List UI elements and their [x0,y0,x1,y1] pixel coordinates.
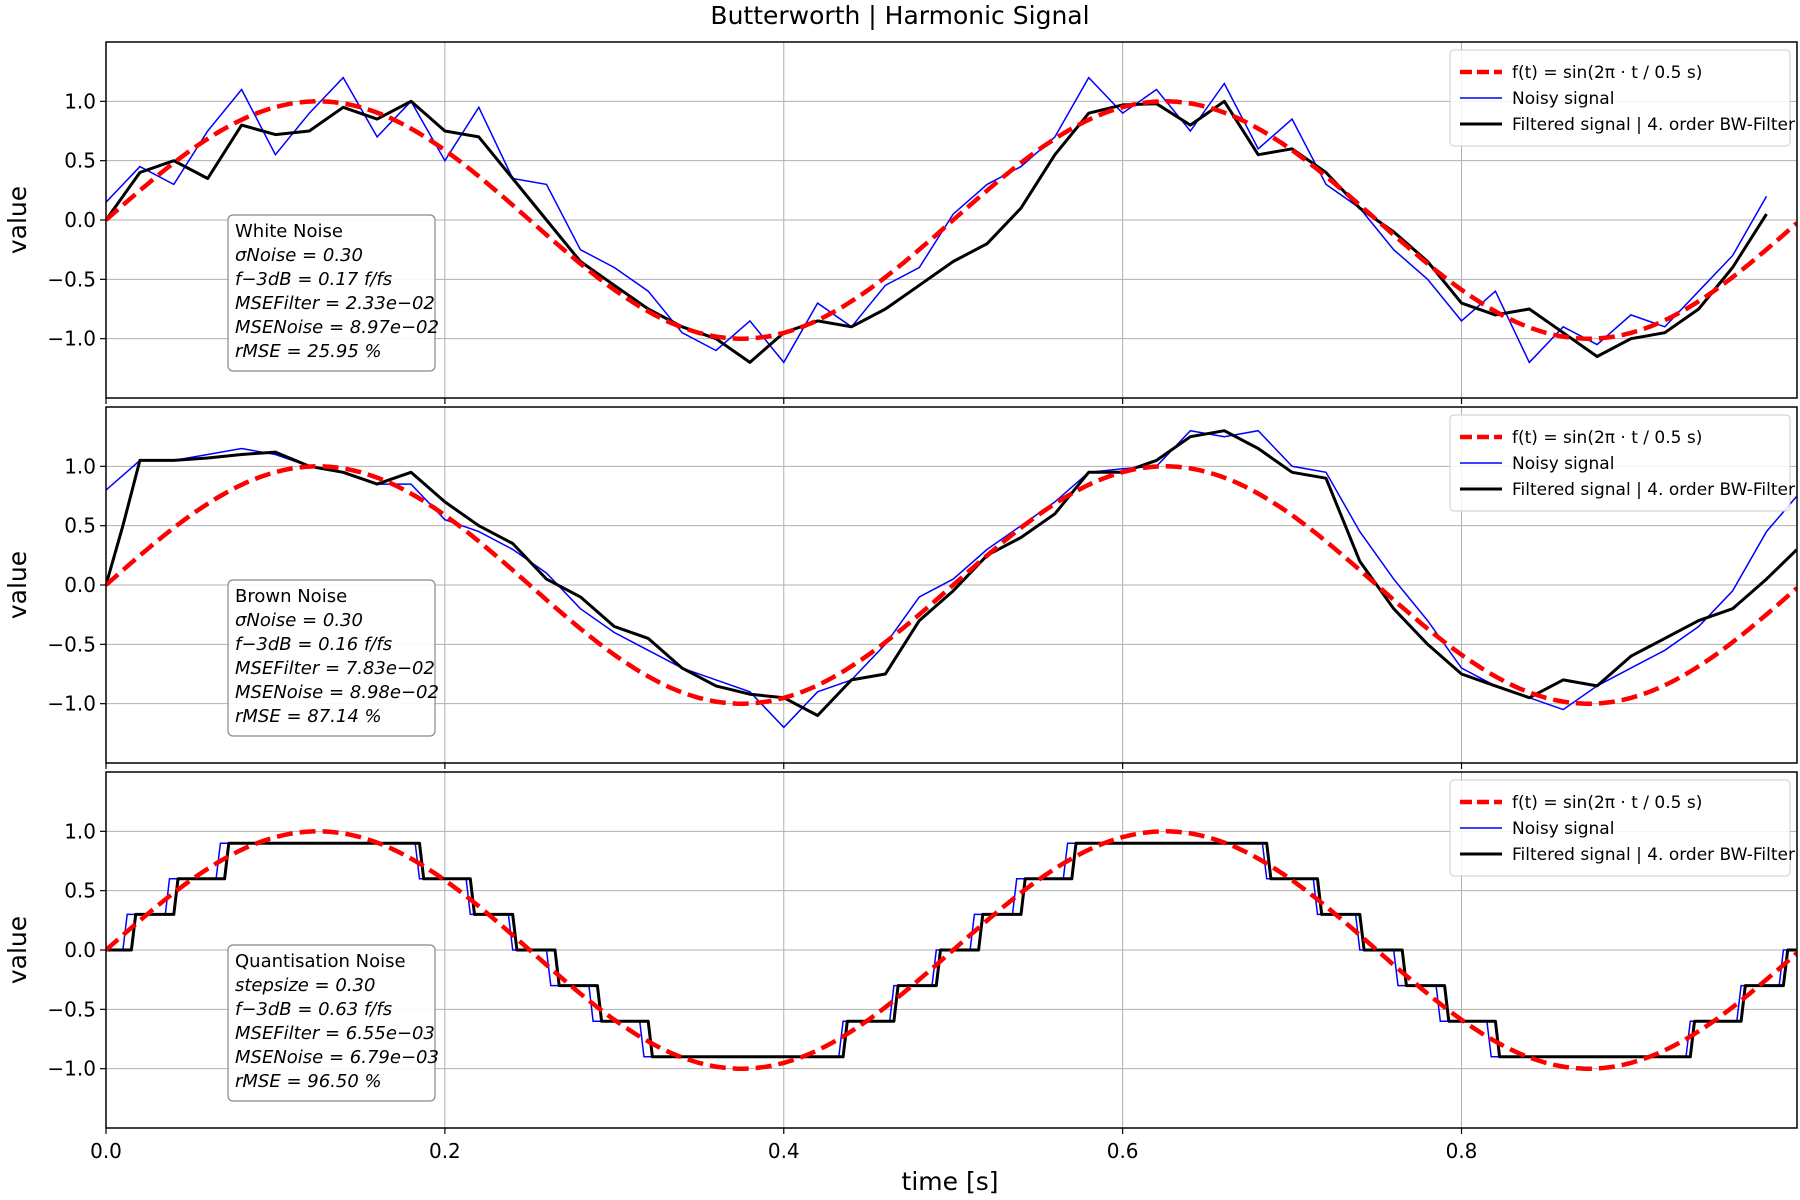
filtered-signal-line [106,429,1797,717]
stats-box: Quantisation Noise stepsize = 0.30 f−3dB =… [227,944,439,1102]
legend-box [1449,779,1791,877]
reference-function-line [106,99,1797,341]
stats-ratio-label: rMSE = 25.95 % [235,341,382,362]
stats-name: Brown Noise [235,586,347,607]
series-group [106,76,1797,364]
stats-mse-noise-label: MSENoise = 6.79e−03 [235,1047,439,1068]
y-tick-label: 0.5 [64,149,96,173]
y-tick-label: −1.0 [47,1057,96,1081]
legend-entry-reference-label: f(t) = sin(2π · t / 0.5 s) [1512,793,1702,813]
y-tick-label: −0.5 [47,997,96,1021]
x-tick-label: 0.6 [1107,1139,1139,1163]
panel-brown: −1.0 −0.5 0.0 0.5 1.0 value f(t) = sin(2π · t … [3,406,1798,769]
y-tick-label: 1.0 [64,819,96,843]
legend-box [1449,49,1791,147]
legend-entry-noisy-label: Noisy signal [1512,89,1614,109]
legend-entry-filtered-label: Filtered signal | 4. order BW-Filter [1512,480,1795,500]
stats-mse-filter-label: MSEFilter = 7.83e−02 [235,658,435,679]
legend-box [1449,414,1791,512]
y-tick-label: 1.0 [64,454,96,478]
legend: f(t) = sin(2π · t / 0.5 s) Noisy signal Fi… [1449,49,1795,147]
series-group [106,429,1797,729]
stats-cutoff-label: f−3dB = 0.16 f/fs [235,634,392,655]
y-tick-label: −0.5 [47,632,96,656]
y-tick-label: 0.5 [64,879,96,903]
y-tick-label: 0.0 [64,938,96,962]
legend: f(t) = sin(2π · t / 0.5 s) Noisy signal Fi… [1449,779,1795,877]
stats-box-frame [227,579,436,737]
legend-entry-reference-label: f(t) = sin(2π · t / 0.5 s) [1512,428,1702,448]
stats-cutoff-label: f−3dB = 0.17 f/fs [235,269,392,290]
stats-box-frame [227,944,436,1102]
x-tick-label: 0.2 [429,1139,461,1163]
legend: f(t) = sin(2π · t / 0.5 s) Noisy signal Fi… [1449,414,1795,512]
figure-title: Butterworth | Harmonic Signal [710,1,1089,30]
y-tick-label: −1.0 [47,327,96,351]
axes-frame [105,41,1798,399]
stats-ratio-label: rMSE = 87.14 % [235,706,382,727]
axes-frame [105,406,1798,764]
panel-quantisation: −1.0 −0.5 0.0 0.5 1.0 0.0 0.2 0.4 0.6 0.8 value f(t… [3,771,1798,1163]
y-axis-label: value [3,186,32,254]
stats-ratio-label: rMSE = 96.50 % [235,1071,382,1092]
y-axis-label: value [3,916,32,984]
y-tick-label: 1.0 [64,89,96,113]
axes-frame [105,771,1798,1129]
stats-mse-noise-label: MSENoise = 8.97e−02 [235,317,439,338]
filtered-signal-line [106,99,1768,364]
legend-entry-noisy-label: Noisy signal [1512,454,1614,474]
y-axis-label: value [3,551,32,619]
stats-box: White Noise σNoise = 0.30 f−3dB = 0.17 f/f… [227,214,439,372]
stats-mse-noise-label: MSENoise = 8.98e−02 [235,682,439,703]
x-axis-label: time [s] [902,1167,999,1196]
legend-entry-filtered-label: Filtered signal | 4. order BW-Filter [1512,845,1795,865]
stats-box: Brown Noise σNoise = 0.30 f−3dB = 0.16 f/f… [227,579,439,737]
legend-entry-noisy-label: Noisy signal [1512,819,1614,839]
x-tick-label: 0.0 [90,1139,122,1163]
panel-white: −1.0 −0.5 0.0 0.5 1.0 value f(t) = sin(2π · t … [3,41,1798,404]
noisy-signal-line [106,76,1768,364]
series-group [106,829,1797,1071]
reference-function-line [106,829,1797,1071]
x-tick-label: 0.8 [1446,1139,1478,1163]
stats-mse-filter-label: MSEFilter = 2.33e−02 [235,293,435,314]
stats-name: White Noise [235,221,343,242]
stats-param-label: σNoise = 0.30 [235,245,363,266]
y-tick-label: 0.5 [64,514,96,538]
legend-entry-reference-label: f(t) = sin(2π · t / 0.5 s) [1512,63,1702,83]
stats-mse-filter-label: MSEFilter = 6.55e−03 [235,1023,435,1044]
stats-box-frame [227,214,436,372]
stats-cutoff-label: f−3dB = 0.63 f/fs [235,999,392,1020]
x-tick-label: 0.4 [768,1139,800,1163]
stats-param-label: stepsize = 0.30 [235,975,375,996]
y-tick-label: −1.0 [47,692,96,716]
stats-name: Quantisation Noise [235,951,406,972]
stats-param-label: σNoise = 0.30 [235,610,363,631]
y-tick-label: 0.0 [64,208,96,232]
y-tick-label: −0.5 [47,267,96,291]
reference-function-line [106,464,1797,706]
y-tick-label: 0.0 [64,573,96,597]
legend-entry-filtered-label: Filtered signal | 4. order BW-Filter [1512,115,1795,135]
